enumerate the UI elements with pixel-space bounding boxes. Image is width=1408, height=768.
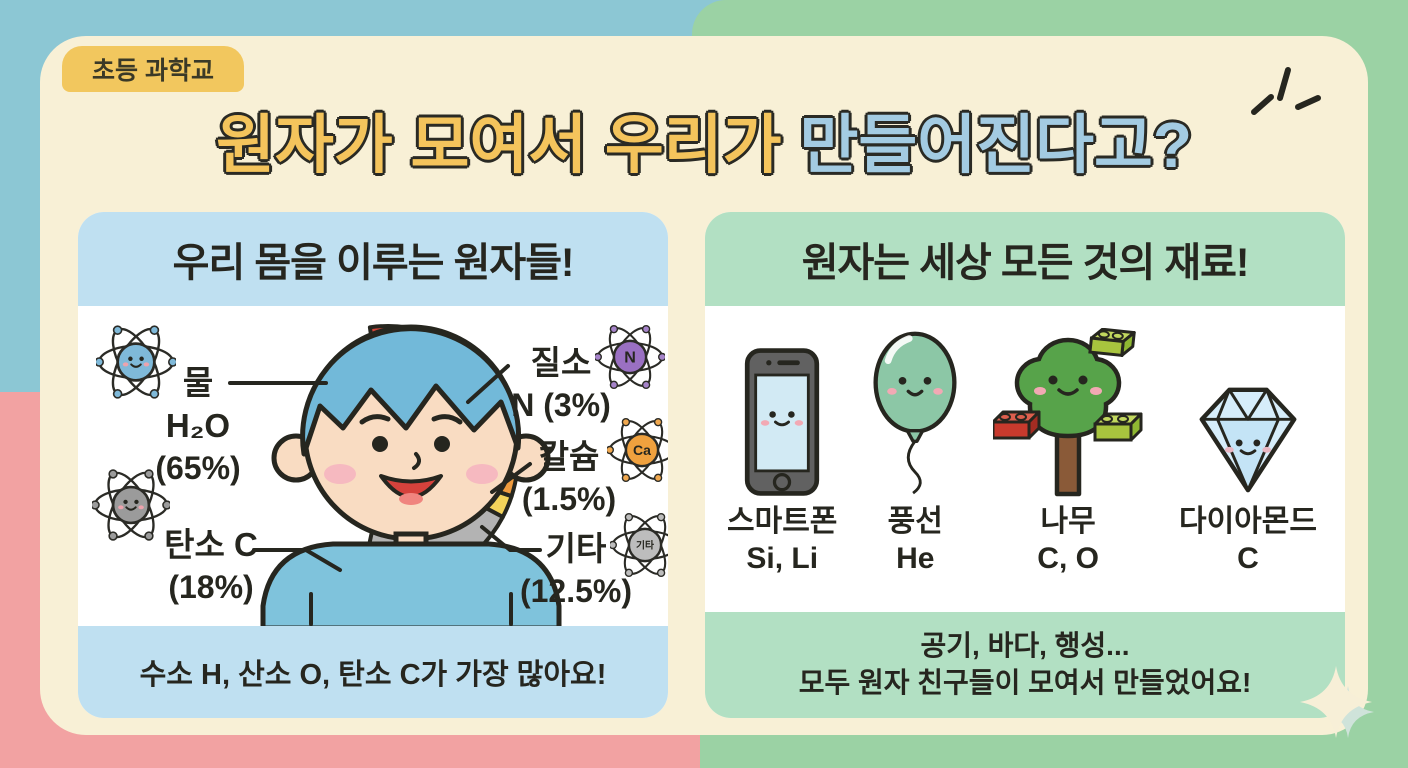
calcium-symbol: Ca	[633, 442, 651, 458]
corner-star-icon	[1300, 666, 1374, 738]
other-label: 기타 (12.5%)	[486, 528, 666, 612]
carbon-label: 탄소 C (18%)	[144, 524, 278, 608]
water-name: 물	[182, 364, 214, 401]
shirt-seams	[309, 592, 513, 626]
item-label: 다이아몬드	[1178, 505, 1317, 538]
water-percent: (65%)	[155, 449, 241, 486]
lego-brick-top	[1088, 328, 1136, 358]
right-panel-footer: 공기, 바다, 행성... 모두 원자 친구들이 모여서 만들었어요!	[705, 612, 1345, 718]
poster-card: 초등 과학교 원자가 모여서 우리가 만들어진다고? 우리 몸을 이루는 원자들!	[40, 36, 1368, 735]
item-balloon: 풍선 He	[867, 306, 963, 612]
left-eyebrow	[359, 414, 391, 425]
item-smartphone: 스마트폰 Si, Li	[727, 306, 837, 612]
tree-icon	[993, 328, 1143, 497]
item-elements: C	[1237, 541, 1259, 575]
nitrogen-label: 질소 N (3%)	[476, 342, 646, 426]
nitrogen-detail: N (3%)	[511, 386, 611, 423]
carbon-atom-icon	[92, 469, 170, 541]
nitrogen-symbol: N	[624, 349, 636, 367]
right-blush	[466, 464, 498, 484]
carbon-percent: (18%)	[168, 568, 254, 605]
diamond-icon	[1199, 387, 1297, 493]
water-label: 물 H₂O (65%)	[136, 362, 260, 489]
badge: 초등 과학교	[62, 46, 244, 92]
left-panel-title: 우리 몸을 이루는 원자들!	[78, 212, 668, 306]
right-footer-line-1: 공기, 바다, 행성...	[920, 630, 1130, 662]
boy-illustration	[228, 324, 562, 626]
hair	[300, 326, 522, 457]
item-elements: Si, Li	[746, 541, 819, 575]
body-diagram: N Ca	[78, 306, 668, 626]
water-formula: H₂O	[165, 406, 231, 444]
lego-brick-red	[993, 410, 1041, 440]
shirt	[260, 541, 562, 626]
right-eye	[434, 436, 450, 452]
other-atom-icon: 기타	[610, 512, 668, 578]
other-name: 기타	[545, 530, 607, 567]
tongue	[399, 493, 423, 505]
other-percent: (12.5%)	[519, 572, 633, 609]
balloon-icon	[873, 331, 957, 495]
calcium-atom-icon: Ca	[607, 417, 668, 483]
item-elements: C, O	[1037, 541, 1099, 575]
connector-lines	[228, 364, 542, 572]
water-atom-icon	[96, 325, 176, 399]
carbon-name: 탄소 C	[164, 526, 258, 563]
nose	[412, 452, 421, 470]
item-label: 스마트폰	[727, 505, 838, 538]
item-label: 풍선	[887, 505, 943, 538]
title-part-2: 만들어진다고?	[799, 109, 1192, 181]
boy-figure	[260, 324, 562, 626]
right-panel-title: 원자는 세상 모든 것의 재료!	[705, 212, 1345, 306]
right-eyebrow	[431, 414, 463, 425]
smartphone-icon	[745, 348, 820, 496]
other-symbol: 기타	[636, 539, 654, 552]
right-footer-line-2: 모두 원자 친구들이 모여서 만들었어요!	[798, 667, 1252, 698]
page-title: 원자가 모여서 우리가 만들어진다고?	[40, 94, 1368, 186]
body-atoms-panel: 우리 몸을 이루는 원자들!	[78, 212, 668, 718]
item-elements: He	[896, 541, 935, 575]
calcium-percent: (1.5%)	[521, 480, 617, 517]
left-eye	[372, 436, 388, 452]
left-blush	[324, 464, 356, 484]
mouth	[379, 474, 443, 499]
item-label: 나무	[1040, 505, 1096, 538]
material-items: 스마트폰 Si, Li	[705, 306, 1345, 612]
nitrogen-name: 질소	[530, 344, 592, 381]
item-tree: 나무 C, O	[993, 306, 1143, 612]
calcium-label: 칼슘 (1.5%)	[486, 436, 652, 520]
sparkle-icon	[1251, 67, 1321, 115]
materials-panel: 원자는 세상 모든 것의 재료!	[705, 212, 1345, 718]
left-panel-footer: 수소 H, 산소 O, 탄소 C가 가장 많아요!	[78, 626, 668, 718]
item-diamond: 다이아몬드 C	[1173, 306, 1323, 612]
title-part-1: 원자가 모여서 우리가	[216, 109, 782, 181]
nitrogen-atom-icon: N	[595, 324, 665, 390]
lego-brick-lime	[1093, 412, 1143, 442]
calcium-name: 칼슘	[538, 438, 600, 475]
